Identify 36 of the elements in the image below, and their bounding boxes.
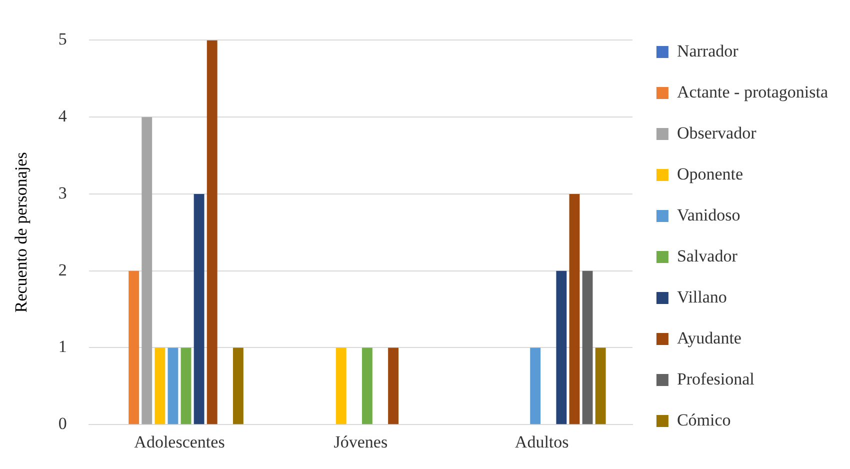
legend-label: Ayudante	[676, 328, 742, 348]
legend-label: Oponente	[676, 164, 744, 184]
y-tick-label: 3	[58, 183, 67, 202]
legend-label: Vanidoso	[676, 205, 740, 224]
bar	[180, 348, 192, 424]
y-tick-label: 2	[58, 260, 67, 280]
y-tick-label: 4	[58, 106, 68, 126]
legend-label: Profesional	[676, 369, 755, 388]
legend-label: Salvador	[676, 246, 738, 266]
bar	[232, 348, 244, 424]
bar	[582, 270, 593, 424]
x-tick-label: Jóvenes	[334, 432, 388, 452]
y-tick-label: 5	[58, 30, 67, 49]
bar	[388, 348, 398, 424]
bar	[154, 348, 166, 424]
bar	[556, 270, 567, 424]
y-tick-label: 1	[58, 337, 67, 356]
legend-label: Villano	[676, 287, 727, 306]
bar	[194, 194, 204, 424]
bar	[362, 348, 372, 424]
x-tick-label: Adultos	[514, 432, 569, 452]
bar	[336, 348, 346, 424]
bar	[530, 348, 541, 424]
legend-label: Actante - protagonista	[676, 82, 828, 102]
legend-label: Observador	[676, 123, 757, 142]
bar	[569, 194, 580, 424]
bar	[595, 348, 606, 424]
bar	[168, 348, 178, 424]
legend-label: Narrador	[676, 41, 739, 60]
legend-label: Cómico	[676, 410, 731, 430]
bar	[142, 117, 152, 424]
x-tick-label: Adolescentes	[134, 432, 225, 452]
y-axis-title: Recuento de personajes	[12, 152, 31, 313]
y-tick-label: 0	[58, 414, 67, 434]
bar	[128, 270, 140, 424]
bar	[206, 40, 218, 424]
